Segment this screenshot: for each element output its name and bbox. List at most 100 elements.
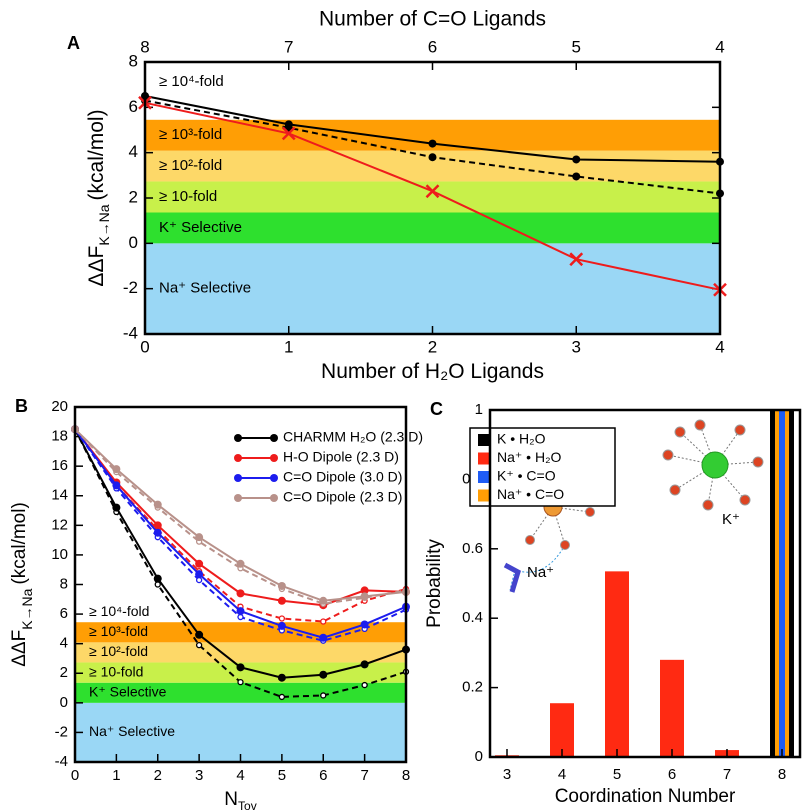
marker [360, 586, 369, 595]
marker [277, 673, 286, 682]
x-tick-label: 2 [154, 767, 162, 784]
marker [569, 252, 584, 267]
legend-swatch [478, 489, 490, 502]
x-tick-label: 0 [71, 767, 79, 784]
x-tick-label: 7 [723, 766, 731, 783]
legend-marker [234, 494, 242, 502]
y-tick-label: -4 [55, 753, 68, 770]
x-axis-label-part: Tov [238, 799, 257, 811]
y-axis-label-part: K→Na [96, 204, 112, 245]
marker [236, 559, 245, 568]
band [145, 212, 720, 244]
marker [320, 692, 327, 699]
marker [154, 581, 161, 588]
y-tick-label: 2 [129, 187, 138, 206]
band-label: ≥ 10²-fold [89, 643, 148, 659]
y-tick-label: -4 [123, 323, 138, 342]
y-tick-label: 0.2 [462, 679, 483, 696]
x2-tick-label: 4 [715, 37, 724, 56]
marker [428, 153, 437, 162]
legend-label: K⁺ • C=O [497, 468, 556, 484]
x-tick-label: 6 [668, 766, 676, 783]
band-label: Na⁺ Selective [159, 280, 251, 297]
y-tick-label: 0 [475, 748, 483, 765]
y-tick-label: 1 [475, 401, 483, 418]
marker [360, 620, 369, 629]
ion-label: Na⁺ [527, 564, 554, 581]
legend-marker [234, 454, 242, 462]
marker [320, 618, 327, 625]
bar [550, 703, 574, 757]
bar [660, 659, 684, 757]
marker [195, 641, 203, 649]
marker [277, 621, 286, 630]
marker [425, 184, 440, 199]
marker [572, 155, 581, 164]
marker [319, 670, 328, 679]
y-axis-label-part: ΔΔF [9, 630, 30, 667]
legend-swatch [478, 434, 490, 446]
band-label: ≥ 10⁴-fold [89, 603, 149, 619]
y-axis-label-part: K→Na [19, 588, 35, 629]
marker [237, 613, 244, 621]
x-tick-label: 4 [715, 337, 724, 356]
legend-swatch [478, 452, 490, 465]
marker [195, 630, 204, 639]
band-label: ≥ 10-fold [89, 663, 143, 679]
y-axis-label-part: ΔΔF [85, 246, 108, 287]
legend-marker [270, 474, 278, 482]
plot-frame [488, 408, 802, 759]
legend-label: H-O Dipole (2.3 D) [283, 449, 399, 465]
y-axis-label-part: (kcal/mol) [85, 109, 108, 200]
legend-box [469, 427, 616, 507]
marker [112, 481, 121, 490]
y-tick-label: 4 [129, 142, 138, 161]
panel-label: C [430, 399, 443, 419]
y-tick-label: 0 [129, 233, 138, 252]
y-axis-label: ΔΔFK→Na (kcal/mol) [85, 109, 112, 286]
y-tick-label: 20 [51, 398, 68, 415]
legend-label: C=O Dipole (2.3 D) [283, 489, 402, 505]
y-tick-label: 8 [129, 51, 138, 70]
marker [195, 570, 204, 579]
x-tick-label: 5 [278, 767, 286, 784]
y-tick-label: 18 [51, 428, 68, 445]
x-axis-label: NTov [224, 789, 256, 811]
band-label: ≥ 10²-fold [159, 157, 222, 174]
marker [237, 678, 244, 686]
x2-axis-label: Number of C=O Ligands [319, 8, 546, 31]
y-tick-label: 4 [60, 635, 68, 652]
x2-tick-label: 5 [572, 37, 581, 56]
marker [278, 615, 286, 622]
x-tick-label: 7 [360, 767, 368, 784]
x-tick-label: 8 [778, 766, 786, 783]
marker [572, 172, 581, 181]
x2-tick-label: 8 [140, 37, 149, 56]
x-tick-label: 1 [112, 767, 120, 784]
x-axis-label-part: Number of H₂O Ligands [321, 360, 544, 383]
y-tick-label: 8 [60, 575, 68, 592]
band-label: K⁺ Selective [89, 683, 167, 699]
band-label: Na⁺ Selective [89, 723, 175, 739]
band-label: ≥ 10³-fold [89, 623, 148, 639]
plot-frame [73, 405, 408, 764]
y-tick-label: 16 [51, 457, 68, 474]
y-tick-label: 14 [51, 487, 68, 504]
panel-label: A [67, 33, 80, 53]
marker [195, 576, 203, 584]
marker [236, 663, 245, 672]
y-tick-label: 12 [51, 516, 68, 533]
legend-label: CHARMM H₂O (2.3 D) [283, 429, 423, 445]
legend-label: Na⁺ • C=O [497, 486, 564, 502]
legend-marker [234, 474, 242, 482]
marker [112, 503, 121, 512]
band-label: ≥ 10³-fold [159, 126, 222, 143]
line [74, 428, 407, 605]
marker [361, 681, 368, 689]
x-tick-label: 3 [503, 766, 511, 783]
marker [277, 581, 286, 590]
y-tick-label: 6 [60, 605, 68, 622]
y-tick-label: 10 [51, 546, 68, 563]
y-axis-label: ΔΔFK→Na (kcal/mol) [9, 502, 35, 667]
